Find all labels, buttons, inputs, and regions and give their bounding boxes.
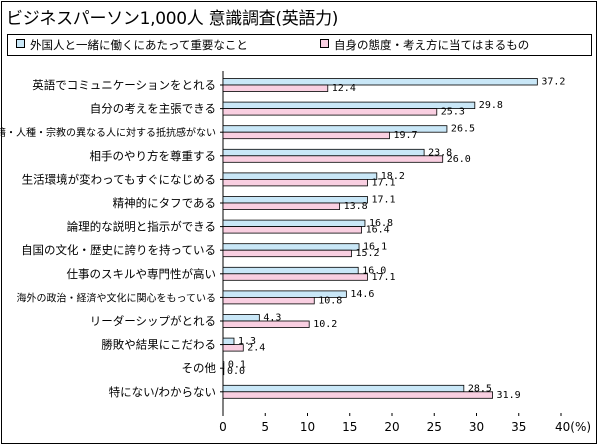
bar-series-b <box>222 178 368 187</box>
value-label-series-b: 10.2 <box>313 319 337 330</box>
category-label: 生活環境が変わってもすぐになじめる <box>22 172 216 186</box>
bar-series-a <box>222 243 360 251</box>
category-label: 国籍・人種・宗教の異なる人に対する抵抗感がない <box>0 126 216 139</box>
value-label-series-a: 17.1 <box>371 195 395 206</box>
value-label-series-b: 15.2 <box>355 248 379 259</box>
x-tick-label: 15 <box>342 420 357 434</box>
value-label-series-b: 17.1 <box>371 177 395 188</box>
x-tick-label: 10 <box>300 420 315 434</box>
category-label: 論理的な説明と指示ができる <box>67 220 216 234</box>
x-tick-label: 40(%) <box>555 420 591 434</box>
category-label: 特にない/わからない <box>109 385 216 399</box>
bar-series-a <box>222 361 225 369</box>
value-label-series-a: 14.6 <box>350 289 374 300</box>
chart-title: ビジネスパーソン1,000人 意識調査(英語力) <box>6 9 339 29</box>
value-label-series-b: 17.1 <box>371 272 395 283</box>
x-tick-label: 30 <box>469 420 484 434</box>
bar-series-b <box>222 296 315 305</box>
value-label-series-b: 26.0 <box>447 154 471 165</box>
value-label-series-b: 0.0 <box>227 366 245 377</box>
bar-series-a <box>222 337 235 346</box>
value-label-series-a: 28.5 <box>468 383 492 394</box>
x-tick-label: 25 <box>427 420 442 434</box>
legend-label-series-b: 自身の態度・考え方に当てはまるもの <box>334 38 530 52</box>
category-label: 自分の考えを主張できる <box>90 102 216 116</box>
bar-series-b <box>222 320 310 328</box>
value-label-series-b: 10.8 <box>318 295 342 306</box>
value-label-series-a: 26.5 <box>451 124 475 135</box>
bar-series-a <box>222 172 378 180</box>
value-label-series-b: 25.3 <box>441 107 465 118</box>
bar-series-b <box>222 249 352 258</box>
value-label-series-a: 16.1 <box>363 242 387 253</box>
legend-swatch-series-a <box>16 39 25 48</box>
value-label-series-a: 29.8 <box>479 100 503 111</box>
x-tick-label: 20 <box>384 420 399 434</box>
value-label-series-b: 16.4 <box>366 225 390 236</box>
bar-series-a <box>222 148 425 157</box>
bar-series-b <box>222 131 390 140</box>
bar-series-a <box>222 101 476 109</box>
value-label-series-a: 4.3 <box>263 313 281 324</box>
x-tick-label: 5 <box>261 420 269 434</box>
legend-label-series-a: 外国人と一緒に働くにあたって重要なこと <box>30 38 248 52</box>
value-label-series-b: 2.4 <box>247 343 265 354</box>
value-label-series-a: 16.8 <box>369 218 393 229</box>
bar-series-b <box>222 226 362 234</box>
value-label-series-a: 18.2 <box>381 171 405 182</box>
value-label-series-a: 0.1 <box>228 360 246 371</box>
bar-series-a <box>222 78 538 86</box>
value-label-series-b: 12.4 <box>332 83 356 94</box>
bar-series-b <box>222 367 225 376</box>
category-label: 仕事のスキルや専門性が高い <box>67 267 217 281</box>
bar-series-a <box>222 384 465 393</box>
value-label-series-b: 31.9 <box>497 390 521 401</box>
value-label-series-b: 19.7 <box>393 130 417 141</box>
legend: 外国人と一緒に働くにあたって重要なこと 自身の態度・考え方に当てはまるもの <box>7 34 592 56</box>
category-label: 英語でコミュニケーションをとれる <box>32 78 216 92</box>
x-tick-label: 35 <box>511 420 526 434</box>
value-label-series-a: 23.8 <box>428 147 452 158</box>
x-tick-label: 0 <box>219 420 227 434</box>
category-label: 相手のやり方を尊重する <box>90 149 217 163</box>
category-label: 海外の政治・経済や文化に関心をもっている <box>17 291 217 304</box>
bar-series-b <box>222 202 341 210</box>
bar-series-a <box>222 266 359 275</box>
bar-series-a <box>222 314 260 322</box>
value-label-series-a: 16.0 <box>362 265 386 276</box>
legend-swatch-series-b <box>320 39 329 48</box>
category-label: その他 <box>182 361 217 375</box>
value-label-series-b: 13.8 <box>344 201 368 212</box>
bar-series-b <box>222 344 244 352</box>
bar-series-b <box>222 391 493 399</box>
bar-series-b <box>222 273 368 281</box>
category-label: 勝敗や結果にこだわる <box>101 338 216 352</box>
bar-series-b <box>222 84 329 92</box>
bar-series-a <box>222 219 366 228</box>
value-label-series-a: 1.3 <box>238 336 256 347</box>
category-label: リーダーシップがとれる <box>90 314 216 328</box>
bar-series-b <box>222 108 438 116</box>
category-label: 自国の文化・歴史に誇りを持っている <box>21 243 216 257</box>
category-label: 精神的にタフである <box>113 196 216 210</box>
bar-series-b <box>222 155 444 163</box>
value-label-series-a: 37.2 <box>541 77 565 88</box>
